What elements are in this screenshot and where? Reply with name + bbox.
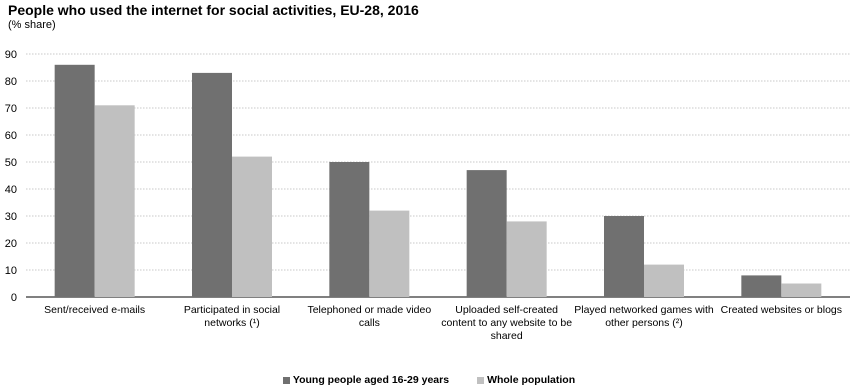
y-tick-label: 0	[11, 292, 17, 304]
bar-chart: 0 10 20 30 40 50 60 70 80 90 Sent/received e-mails…	[5, 49, 850, 342]
x-category-label: Participated in social networks (¹)	[184, 304, 280, 329]
x-category-label: Sent/received e-mails	[44, 304, 145, 316]
y-tick-label: 70	[5, 103, 17, 115]
y-tick-label: 50	[5, 157, 17, 169]
bar-whole	[232, 156, 272, 297]
x-category-label: Played networked games with other persons…	[574, 304, 714, 329]
bar-young	[466, 170, 507, 297]
legend-label-young: Young people aged 16-29 years	[292, 374, 450, 386]
x-category-label: Created websites or blogs	[721, 304, 842, 316]
legend-label-whole: Whole population	[487, 374, 576, 386]
bar-whole	[506, 221, 547, 297]
chart-subtitle: (% share)	[8, 19, 56, 31]
y-tick-label: 40	[5, 184, 17, 196]
y-tick-label: 90	[5, 49, 17, 61]
x-category-label: Uploaded self-created content to any webs…	[441, 304, 572, 342]
legend-swatch-young	[282, 376, 290, 384]
legend-item-whole: Whole population	[477, 374, 575, 386]
bar-young	[329, 162, 370, 297]
bar-whole	[94, 105, 135, 297]
y-tick-label: 80	[5, 76, 17, 88]
y-tick-label: 10	[5, 265, 17, 277]
y-tick-label: 30	[5, 211, 17, 223]
bar-young	[192, 72, 232, 298]
legend-swatch-whole	[477, 376, 485, 384]
x-category-label: Telephoned or made video calls	[307, 304, 431, 329]
chart-title: People who used the internet for social …	[8, 2, 419, 18]
bar-whole	[369, 210, 410, 297]
legend-item-young: Young people aged 16-29 years	[282, 374, 450, 386]
bar-young	[741, 275, 782, 297]
bar-young	[604, 216, 644, 297]
y-tick-label: 20	[5, 238, 17, 250]
y-tick-label: 60	[5, 130, 17, 142]
bar-whole	[644, 264, 684, 297]
chart-legend: Young people aged 16-29 years Whole popu…	[0, 374, 858, 386]
bar-whole	[781, 283, 822, 297]
bar-young	[54, 64, 95, 297]
